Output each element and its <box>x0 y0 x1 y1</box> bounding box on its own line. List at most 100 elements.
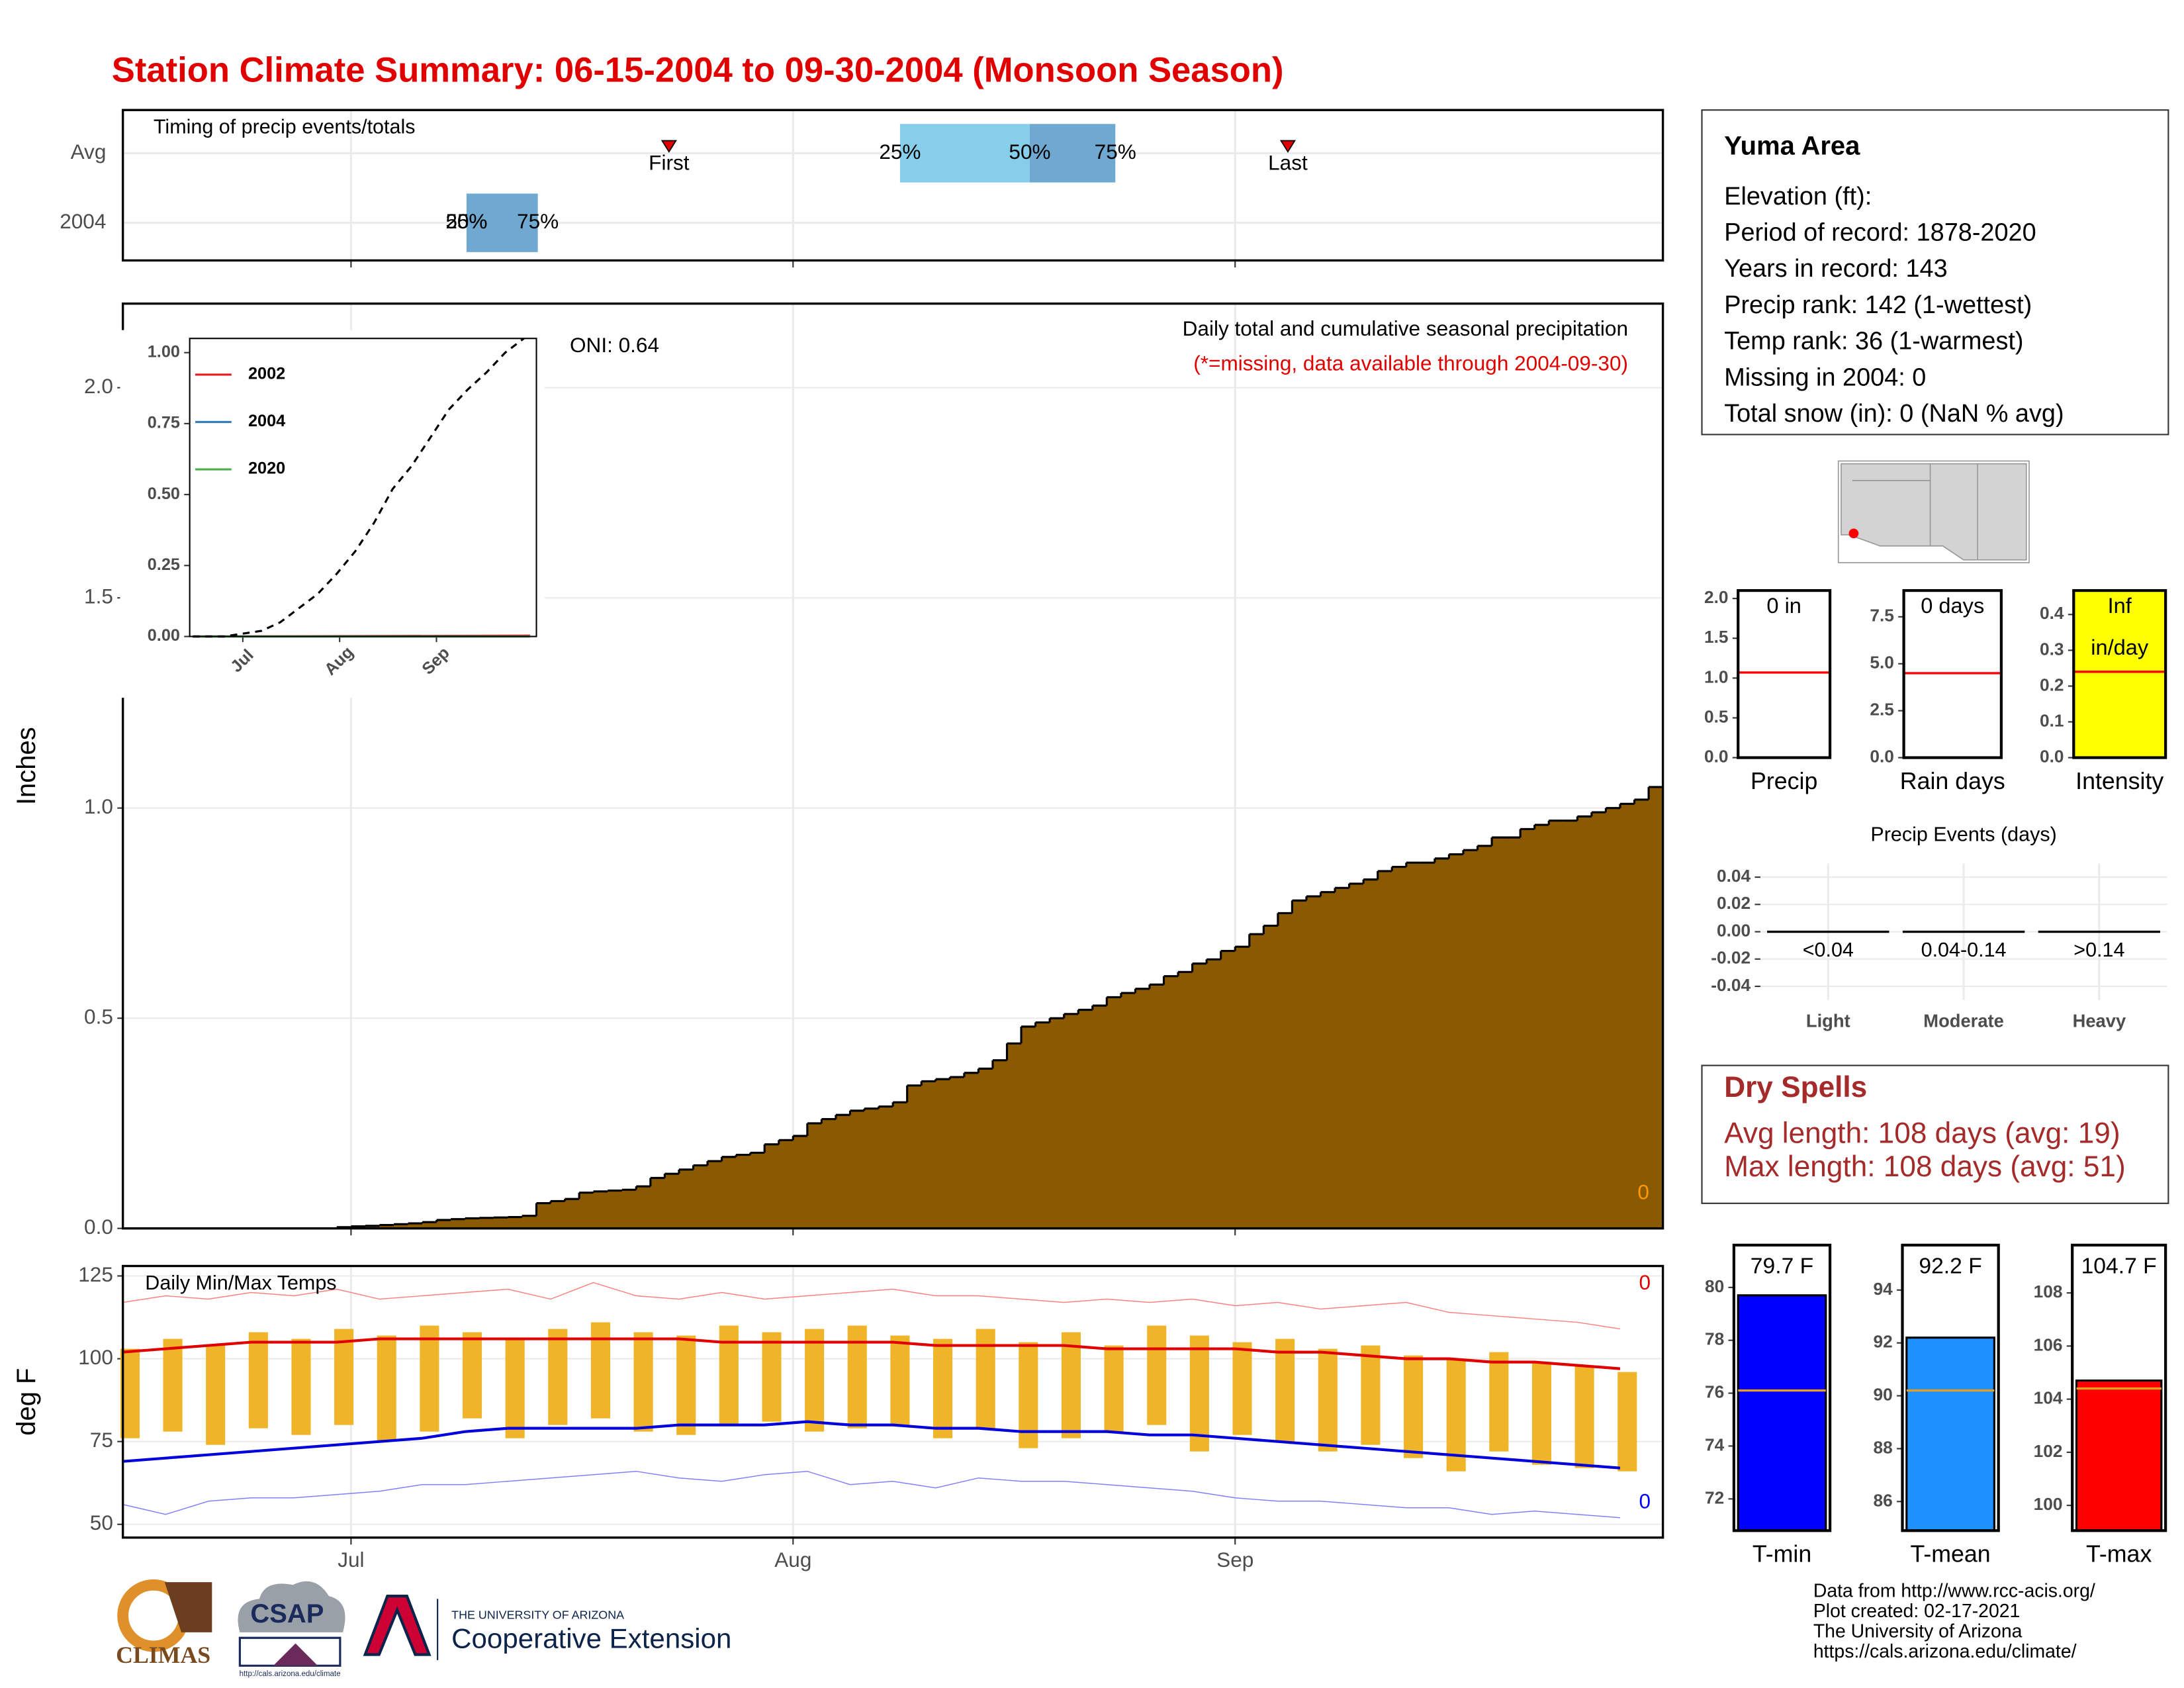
precip-step <box>1050 1018 1065 1229</box>
quartile-box <box>466 193 538 252</box>
x-tick-label: Light <box>1806 1011 1850 1031</box>
quartile-box <box>899 124 1030 183</box>
precip-step <box>1306 896 1322 1229</box>
precip-step <box>864 1108 880 1229</box>
temp-range-bar <box>762 1332 782 1422</box>
temp-range-bar <box>719 1325 739 1425</box>
row-label: 2004 <box>60 209 106 233</box>
y-tick-label: 100 <box>78 1345 113 1369</box>
temp-range-bar <box>1232 1342 1252 1435</box>
y-tick-label: -0.04 <box>1711 975 1751 995</box>
plot-bg <box>1738 590 1831 758</box>
y-tick-label: 1.0 <box>1704 667 1729 686</box>
y-tick-label: 0.2 <box>2040 675 2064 694</box>
gauge-value-label: 92.2 F <box>1919 1254 1981 1278</box>
precip-step <box>608 1190 623 1229</box>
y-tick-label: 0.50 <box>148 485 180 503</box>
precip-step <box>636 1186 651 1229</box>
temp-range-bar <box>633 1332 653 1432</box>
precip-step <box>1406 863 1422 1229</box>
precip-step <box>365 1225 381 1229</box>
y-tick-label: 80 <box>1705 1276 1724 1296</box>
y-tick-label: 2.0 <box>84 374 113 398</box>
precip-step <box>1377 870 1393 1229</box>
csap-url: http://cals.arizona.edu/climate <box>240 1670 341 1678</box>
event-label: Last <box>1268 151 1308 175</box>
temp-range-bar <box>1275 1338 1295 1442</box>
precip-step <box>1163 976 1179 1229</box>
y-tick-label: 76 <box>1705 1382 1724 1402</box>
precip-step <box>1534 825 1550 1229</box>
y-tick-label: 0.5 <box>84 1005 113 1029</box>
temp-range-bar <box>976 1329 995 1429</box>
annotation: 0 <box>1637 1180 1649 1203</box>
x-tick-label: Jul <box>338 1548 364 1571</box>
precip-step <box>1420 863 1435 1229</box>
plot-frame <box>121 1264 1664 1539</box>
annotation: 0 <box>1639 1270 1651 1294</box>
precip-step <box>1320 892 1336 1229</box>
y-tick-label: 1.0 <box>84 794 113 818</box>
plot-bg <box>122 110 1663 261</box>
plot-frame <box>2072 588 2167 759</box>
bin-label: 0.04-0.14 <box>1921 939 2007 961</box>
gauge-label: Rain days <box>1900 768 2005 794</box>
y-tick-label: 0.3 <box>2040 639 2064 659</box>
record-line <box>122 1282 1621 1330</box>
precip-step <box>1078 1009 1093 1229</box>
precip-step <box>493 1217 509 1229</box>
precip-step <box>579 1192 594 1229</box>
precip-step <box>793 1135 808 1229</box>
y-tick-label: 0.1 <box>2040 710 2064 730</box>
precip-step <box>921 1081 936 1229</box>
precip-step <box>1092 1006 1108 1229</box>
y-tick-label: 106 <box>2034 1335 2063 1354</box>
precip-step <box>1007 1043 1022 1229</box>
gauge-value-label: 104.7 F <box>2081 1254 2157 1278</box>
precip-step <box>465 1218 480 1229</box>
temp-range-bar <box>933 1338 953 1438</box>
precip-step <box>621 1190 637 1229</box>
precip-step <box>394 1224 409 1229</box>
bin-label: >0.14 <box>2073 939 2124 961</box>
temp-range-bar <box>206 1345 226 1445</box>
panel-title: Daily Min/Max Temps <box>145 1272 336 1294</box>
average-line <box>122 1420 1621 1470</box>
precip-step <box>565 1199 580 1229</box>
y-tick-label: 0.0 <box>84 1215 113 1239</box>
reference-line <box>193 338 525 638</box>
precip-step <box>379 1225 394 1229</box>
bin-label: <0.04 <box>1803 939 1854 961</box>
precip-step <box>750 1152 766 1229</box>
gauge-bar <box>1737 1294 1827 1532</box>
gauge-bar <box>1905 1336 1995 1532</box>
climas-shape <box>164 1582 212 1632</box>
y-tick-label: 94 <box>1874 1279 1893 1299</box>
precip-step <box>707 1161 723 1229</box>
temp-range-bar <box>890 1335 910 1425</box>
y-tick-label: 7.5 <box>1870 606 1894 626</box>
dry-spells-box <box>1701 1064 2169 1204</box>
precip-step <box>1619 804 1635 1229</box>
precip-step <box>1520 829 1535 1229</box>
info-title: Yuma Area <box>1724 132 1860 161</box>
y-tick-label: 0.75 <box>148 414 180 432</box>
panel-title: Daily total and cumulative seasonal prec… <box>1183 316 1628 340</box>
precip-step <box>1506 837 1522 1229</box>
precip-step <box>1249 934 1265 1229</box>
event-label: First <box>649 151 690 175</box>
temp-range-bar <box>805 1329 825 1432</box>
precip-step <box>1649 786 1664 1229</box>
info-line: Total snow (in): 0 (NaN % avg) <box>1724 400 2064 428</box>
plot-frame <box>189 338 537 637</box>
map-borders <box>1852 463 1978 560</box>
temp-range-bar <box>1446 1358 1466 1472</box>
x-tick-label: Sep <box>1216 1548 1253 1571</box>
average-line <box>122 1337 1621 1370</box>
event-marker <box>1279 140 1297 153</box>
precip-step <box>964 1072 979 1229</box>
y-tick-label: 0.0 <box>1870 746 1894 766</box>
precip-step <box>721 1156 737 1229</box>
info-line: Years in record: 143 <box>1724 255 1947 283</box>
